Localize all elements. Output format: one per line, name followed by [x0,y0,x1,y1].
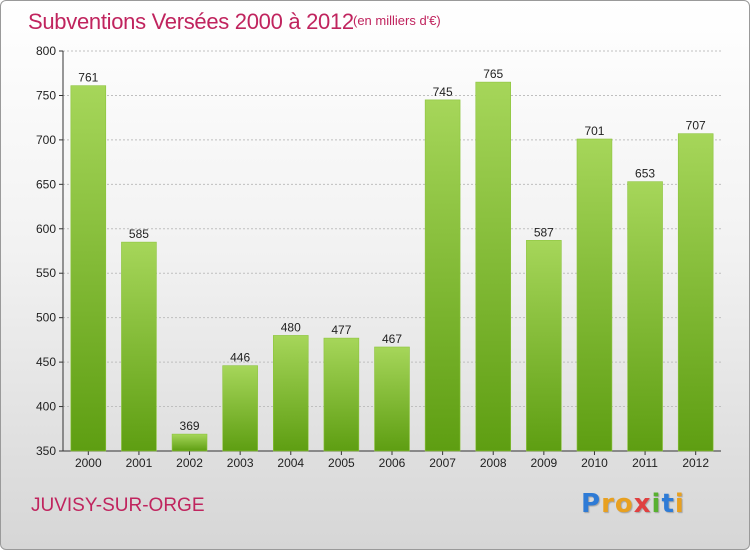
x-tick-label: 2003 [227,456,254,470]
x-tick-label: 2004 [277,456,304,470]
x-tick-label: 2011 [632,456,658,470]
bar-2002 [171,433,208,452]
data-label: 653 [635,167,655,181]
data-label: 446 [230,351,250,365]
bar-2004 [273,335,309,452]
logo-letter: i [674,489,685,519]
data-label: 701 [584,124,604,138]
y-tick-label: 500 [36,311,56,325]
x-tick-label: 2007 [429,456,456,470]
logo-letter: r [601,489,615,519]
y-tick-label: 800 [36,44,56,58]
bar-2010 [576,138,613,452]
bar-2012 [677,133,714,452]
data-label: 467 [382,332,402,346]
bars [70,81,714,452]
data-label: 707 [686,119,706,133]
y-tick-label: 600 [36,222,56,236]
x-tick-label: 2002 [176,456,203,470]
data-label: 587 [534,225,554,239]
x-tick-label: 2005 [328,456,355,470]
labels: 350 400 450 500 550 600 650 700 750 800 2000 761 200… [36,44,709,470]
data-label: 480 [281,320,301,334]
x-tick-label: 2006 [379,456,406,470]
logo-letter: t [661,489,675,519]
x-tick-label: 2010 [581,456,608,470]
data-label: 765 [483,67,503,81]
data-label: 761 [78,71,98,85]
chart-title: Subventions Versées 2000 à 2012 [28,9,354,34]
logo-letter: x [633,489,652,519]
x-tick-label: 2000 [75,456,102,470]
x-tick-label: 2001 [126,456,153,470]
data-label: 585 [129,227,149,241]
y-tick-label: 450 [36,355,56,369]
bar-2008 [475,81,511,452]
y-tick-label: 700 [36,133,56,147]
bar-2009 [526,240,562,452]
y-tick-label: 550 [36,266,56,280]
bar-2011 [627,181,663,452]
town-name: JUVISY-SUR-ORGE [31,495,205,516]
chart-subtitle: (en milliers d'€) [353,13,441,28]
bar-2003 [222,365,258,452]
bar-2007 [424,99,461,452]
y-tick-label: 350 [36,444,56,458]
y-tick-label: 400 [36,400,56,414]
logo-letter: P [581,489,602,519]
x-tick-label: 2008 [480,456,507,470]
data-label: 745 [433,85,453,99]
logo-letter: o [614,489,634,519]
proxiti-logo: Proxiti [581,489,685,519]
bar-2006 [374,346,410,452]
bar-2000 [70,85,107,452]
x-tick-label: 2009 [530,456,557,470]
bar-2001 [121,241,157,452]
logo-letter: i [651,489,662,519]
bar-2005 [323,337,360,452]
x-tick-label: 2012 [682,456,709,470]
data-label: 369 [180,419,200,433]
data-label: 477 [331,323,351,337]
y-tick-label: 650 [36,177,56,191]
y-tick-label: 750 [36,88,56,102]
